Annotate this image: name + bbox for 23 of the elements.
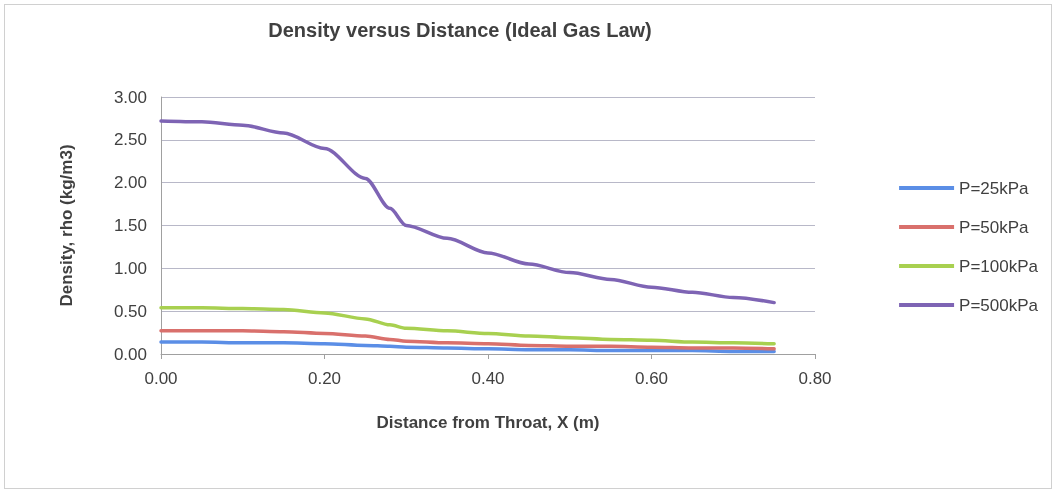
chart-title: Density versus Distance (Ideal Gas Law)	[268, 19, 652, 41]
legend-label: P=50kPa	[959, 217, 1030, 237]
y-tick-label: 2.50	[113, 130, 147, 150]
y-tick-label: 2.00	[113, 173, 147, 193]
legend-label: P=25kPa	[959, 178, 1030, 198]
x-tick-label: 0.00	[144, 369, 178, 388]
x-tick-label: 0.60	[634, 369, 669, 388]
legend-label: P=100kPa	[959, 256, 1039, 276]
line-series	[159, 329, 776, 351]
x-tick-label: 0.80	[798, 369, 832, 388]
line-series	[159, 305, 776, 346]
x-tick-label: 0.20	[307, 369, 342, 388]
legend-label: P=500kPa	[959, 295, 1039, 315]
x-tick-label: 0.40	[471, 369, 505, 388]
x-axis-title: Distance from Throat, X (m)	[376, 413, 600, 432]
line-series	[159, 340, 776, 354]
y-axis-title: Density, rho (kg/m3)	[57, 144, 76, 307]
y-tick-label: 3.00	[113, 87, 147, 107]
y-tick-label: 0.50	[113, 301, 147, 321]
y-tick-label: 1.50	[113, 216, 147, 235]
y-tick-label: 1.00	[113, 258, 147, 278]
line-series	[159, 119, 776, 305]
y-tick-label: 0.00	[113, 344, 147, 364]
